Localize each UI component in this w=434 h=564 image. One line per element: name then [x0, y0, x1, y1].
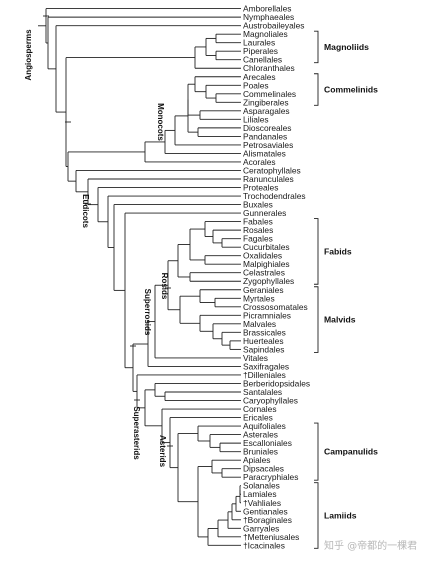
taxon-label: Ceratophyllales — [243, 165, 301, 175]
taxon-label: Gentianales — [243, 506, 288, 516]
taxon-label: Arecales — [243, 72, 276, 82]
taxon-label: Myrtales — [243, 293, 275, 303]
taxon-label: Trochodendrales — [243, 191, 306, 201]
taxon-label: Berberidopsidales — [243, 378, 310, 388]
taxa-labels: AmborellalesNymphaealesAustrobaileyalesM… — [243, 4, 310, 551]
taxon-label: Malvales — [243, 319, 276, 329]
taxon-label: Gunnerales — [243, 208, 286, 218]
taxon-label: Ericales — [243, 413, 273, 423]
taxon-label: Nymphaeales — [243, 12, 294, 22]
group-label: Lamiids — [324, 511, 357, 521]
monocots-label: Monocots — [156, 103, 165, 141]
group-label: Malvids — [324, 315, 356, 325]
taxon-label: Dipsacales — [243, 464, 284, 474]
taxon-label: †Boraginales — [243, 515, 292, 525]
taxon-label: Liliales — [243, 114, 269, 124]
taxon-label: Asparagales — [243, 106, 290, 116]
taxon-label: Picramniales — [243, 310, 291, 320]
rosids-label: Rosids — [160, 273, 169, 300]
taxon-label: Santalales — [243, 387, 282, 397]
taxon-label: Cornales — [243, 404, 277, 414]
taxon-label: Garryales — [243, 523, 279, 533]
group-bracket — [314, 73, 319, 106]
taxon-label: Escalloniales — [243, 438, 292, 448]
taxon-label: Paracryphiales — [243, 472, 298, 482]
taxon-label: Fagales — [243, 234, 273, 244]
group-label: Commelinids — [324, 85, 378, 95]
taxon-label: Ranunculales — [243, 174, 294, 184]
taxon-label: Pandanales — [243, 131, 287, 141]
taxon-label: Buxales — [243, 200, 273, 210]
group-label: Fabids — [324, 246, 352, 256]
group-label: Magnoliids — [324, 42, 369, 52]
taxon-label: Commelinales — [243, 89, 296, 99]
taxon-label: Sapindales — [243, 344, 284, 354]
taxon-label: Acorales — [243, 157, 276, 167]
group-bracket — [314, 286, 319, 353]
taxon-label: Rosales — [243, 225, 273, 235]
clade-labels: Angiosperms Monocots Eudicots Superrosid… — [24, 29, 169, 468]
taxon-label: Asterales — [243, 430, 278, 440]
superrosids-label: Superrosids — [143, 289, 152, 336]
taxon-label: Lamiales — [243, 489, 277, 499]
watermark: 知乎 @帝都的一棵君 — [324, 539, 417, 552]
taxon-label: Poales — [243, 80, 269, 90]
group-brackets: Magnoliids Commelinids Fabids Malvids Campan… — [314, 30, 378, 549]
taxon-label: Aquifoliales — [243, 421, 286, 431]
taxon-label: Laurales — [243, 38, 275, 48]
group-bracket — [314, 422, 319, 481]
superasterids-label: Superasterids — [132, 406, 141, 460]
group-bracket — [314, 30, 319, 64]
taxon-label: Amborellales — [243, 4, 291, 14]
taxon-label: Huerteales — [243, 336, 284, 346]
taxon-label: Vitales — [243, 353, 268, 363]
taxon-label: Magnoliales — [243, 29, 288, 39]
taxon-label: Chloranthales — [243, 63, 295, 73]
taxon-label: Solanales — [243, 481, 280, 491]
taxon-label: Geraniales — [243, 285, 284, 295]
taxon-label: Zygophyllales — [243, 276, 294, 286]
taxon-label: Dioscoreales — [243, 123, 291, 133]
group-bracket — [314, 218, 319, 285]
taxon-label: Celastrales — [243, 268, 285, 278]
eudicots-label: Eudicots — [81, 194, 90, 228]
angiosperms-label: Angiosperms — [24, 29, 33, 81]
taxon-label: Brassicales — [243, 327, 286, 337]
taxon-label: Crossosomatales — [243, 302, 308, 312]
taxon-label: Malpighiales — [243, 259, 290, 269]
group-bracket — [314, 482, 319, 549]
taxon-label: †Metteniusales — [243, 532, 299, 542]
taxon-label: Caryophyllales — [243, 396, 298, 406]
taxon-label: Austrobaileyales — [243, 21, 304, 31]
taxon-label: Proteales — [243, 183, 278, 193]
tree-branches — [38, 8, 241, 546]
asterids-label: Asterids — [158, 435, 167, 468]
taxon-label: †Vahliales — [243, 498, 281, 508]
taxon-label: Alismatales — [243, 148, 286, 158]
taxon-label: Fabales — [243, 217, 273, 227]
taxon-label: Oxalidales — [243, 251, 282, 261]
taxon-label: †Dilleniales — [243, 370, 286, 380]
taxon-label: Apiales — [243, 455, 270, 465]
taxon-label: Saxifragales — [243, 361, 289, 371]
group-label: Campanulids — [324, 447, 378, 457]
taxon-label: Petrosaviales — [243, 140, 293, 150]
taxon-label: †Icacinales — [243, 540, 285, 550]
taxon-label: Piperales — [243, 46, 278, 56]
taxon-label: Bruniales — [243, 447, 278, 457]
taxon-label: Cucurbitales — [243, 242, 290, 252]
taxon-label: Zingiberales — [243, 97, 289, 107]
taxon-label: Canellales — [243, 55, 282, 65]
